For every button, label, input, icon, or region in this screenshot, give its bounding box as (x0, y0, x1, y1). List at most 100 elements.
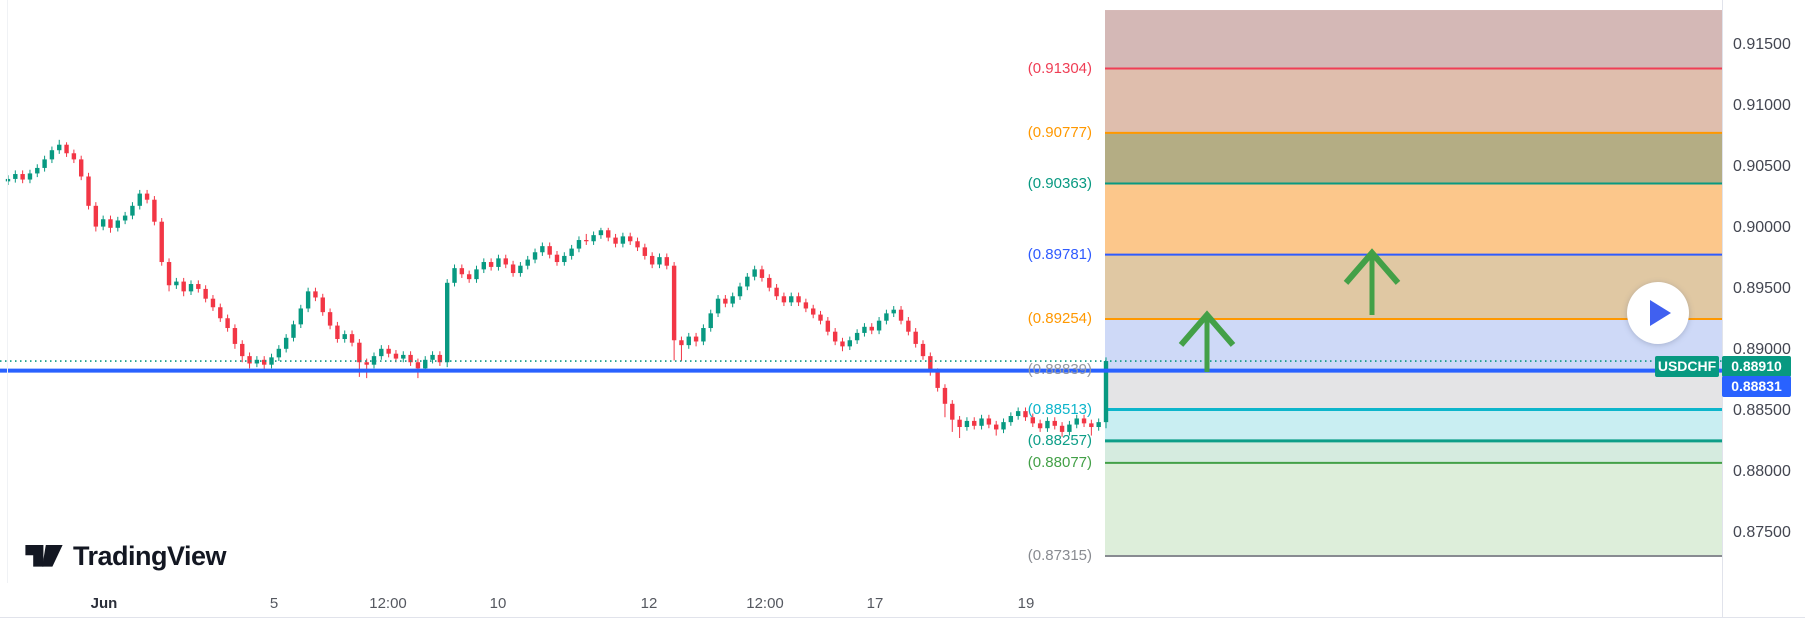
candle-body (986, 418, 992, 425)
price-axis-tick: 0.91500 (1733, 35, 1791, 53)
candle-body (730, 296, 735, 304)
candle-body (818, 314, 823, 321)
candle-body (525, 259, 530, 266)
candle-body (1067, 424, 1072, 432)
price-axis-tick: 0.88000 (1733, 463, 1791, 481)
session-gridline (7, 0, 8, 583)
candle-body (188, 284, 194, 292)
zone-band (1105, 440, 1722, 463)
candle-body (1052, 420, 1057, 426)
candle-body (459, 268, 465, 275)
level-price-label: (0.88257) (1027, 432, 1092, 450)
arrow-up-head[interactable] (1343, 248, 1401, 285)
zone-band (1105, 462, 1722, 556)
candle-body (298, 308, 303, 325)
time-axis-tick: 12 (640, 595, 658, 612)
candle-body (327, 312, 333, 326)
level-price-label: (0.90777) (1027, 124, 1092, 142)
candle-body (466, 274, 472, 280)
time-axis-tick: 10 (489, 595, 507, 612)
candle-body (576, 240, 582, 249)
candle-body (532, 252, 538, 260)
candle-body (803, 302, 809, 309)
time-axis-tick: 17 (866, 595, 884, 612)
candle-body (357, 342, 362, 363)
candle-body (1008, 416, 1014, 423)
candle-body (1089, 423, 1094, 428)
candle-body (957, 419, 962, 428)
candle-body (247, 356, 252, 364)
candle-body (152, 199, 157, 222)
level-price-label: (0.89254) (1027, 310, 1092, 328)
candle-body (430, 354, 435, 360)
candle-body (1015, 411, 1021, 417)
candle-body (196, 284, 201, 289)
candle-body (606, 230, 611, 238)
candle-body (408, 354, 413, 363)
candle-body (554, 254, 560, 263)
price-axis-tick: 0.87500 (1733, 524, 1791, 542)
arrow-up-head[interactable] (1178, 310, 1236, 347)
candle-body (752, 269, 757, 277)
candle-body (1081, 418, 1087, 424)
candle-body (598, 230, 604, 236)
candle-body (240, 343, 245, 357)
candle-body (159, 221, 164, 263)
tradingview-logo-text: TradingView (73, 541, 227, 571)
candle-body (657, 257, 662, 265)
candle-body (1045, 420, 1050, 429)
candle-body (928, 356, 933, 373)
replay-play-button[interactable] (1627, 282, 1689, 344)
candle-body (210, 298, 216, 308)
price-axis-separator[interactable] (1722, 0, 1723, 617)
candle-body (1030, 417, 1035, 424)
candle-body (203, 288, 208, 299)
candle-body (994, 424, 999, 430)
candle-body (547, 246, 552, 255)
candle-body (503, 258, 508, 265)
candle-body (27, 173, 33, 180)
candle-body (379, 348, 384, 357)
candle-body (774, 287, 779, 297)
candle-body (71, 153, 77, 160)
price-axis-tick: 0.88500 (1733, 402, 1791, 420)
candle-body (335, 325, 340, 340)
candle-body (920, 343, 926, 357)
candle-body (35, 167, 40, 174)
candle-body (811, 308, 816, 315)
candle-body (181, 281, 186, 292)
candle-body (137, 193, 142, 206)
candle-body (481, 262, 486, 270)
candle-body (876, 320, 882, 331)
tradingview-logo[interactable]: TradingView (25, 541, 227, 572)
candle-body (57, 144, 62, 151)
candle-body (452, 268, 457, 283)
price-axis-tick: 0.89000 (1733, 341, 1791, 359)
time-axis-tick: 19 (1017, 595, 1035, 612)
candle-body (686, 336, 691, 346)
candle-body (723, 298, 728, 304)
candle-body (1096, 422, 1101, 428)
candle-body (342, 334, 347, 340)
candle-body (79, 159, 84, 177)
level-price-label: (0.88513) (1027, 401, 1092, 419)
candle-body (767, 277, 772, 288)
candle-body (1103, 361, 1109, 423)
candle-body (20, 174, 25, 180)
candle-body (972, 420, 977, 426)
candle-body (649, 255, 655, 265)
candle-body (664, 257, 669, 266)
candle-body (628, 236, 633, 242)
zone-band (1105, 10, 1722, 69)
time-axis-tick: 12:00 (746, 595, 784, 612)
candle-body (86, 176, 91, 206)
candle-body (262, 359, 267, 365)
candle-body (510, 264, 516, 274)
candle-body (283, 337, 289, 349)
candle-body (518, 265, 523, 274)
candle-body (437, 354, 443, 363)
candle-body (884, 313, 889, 321)
candle-body (291, 324, 296, 338)
candle-body (496, 258, 501, 267)
